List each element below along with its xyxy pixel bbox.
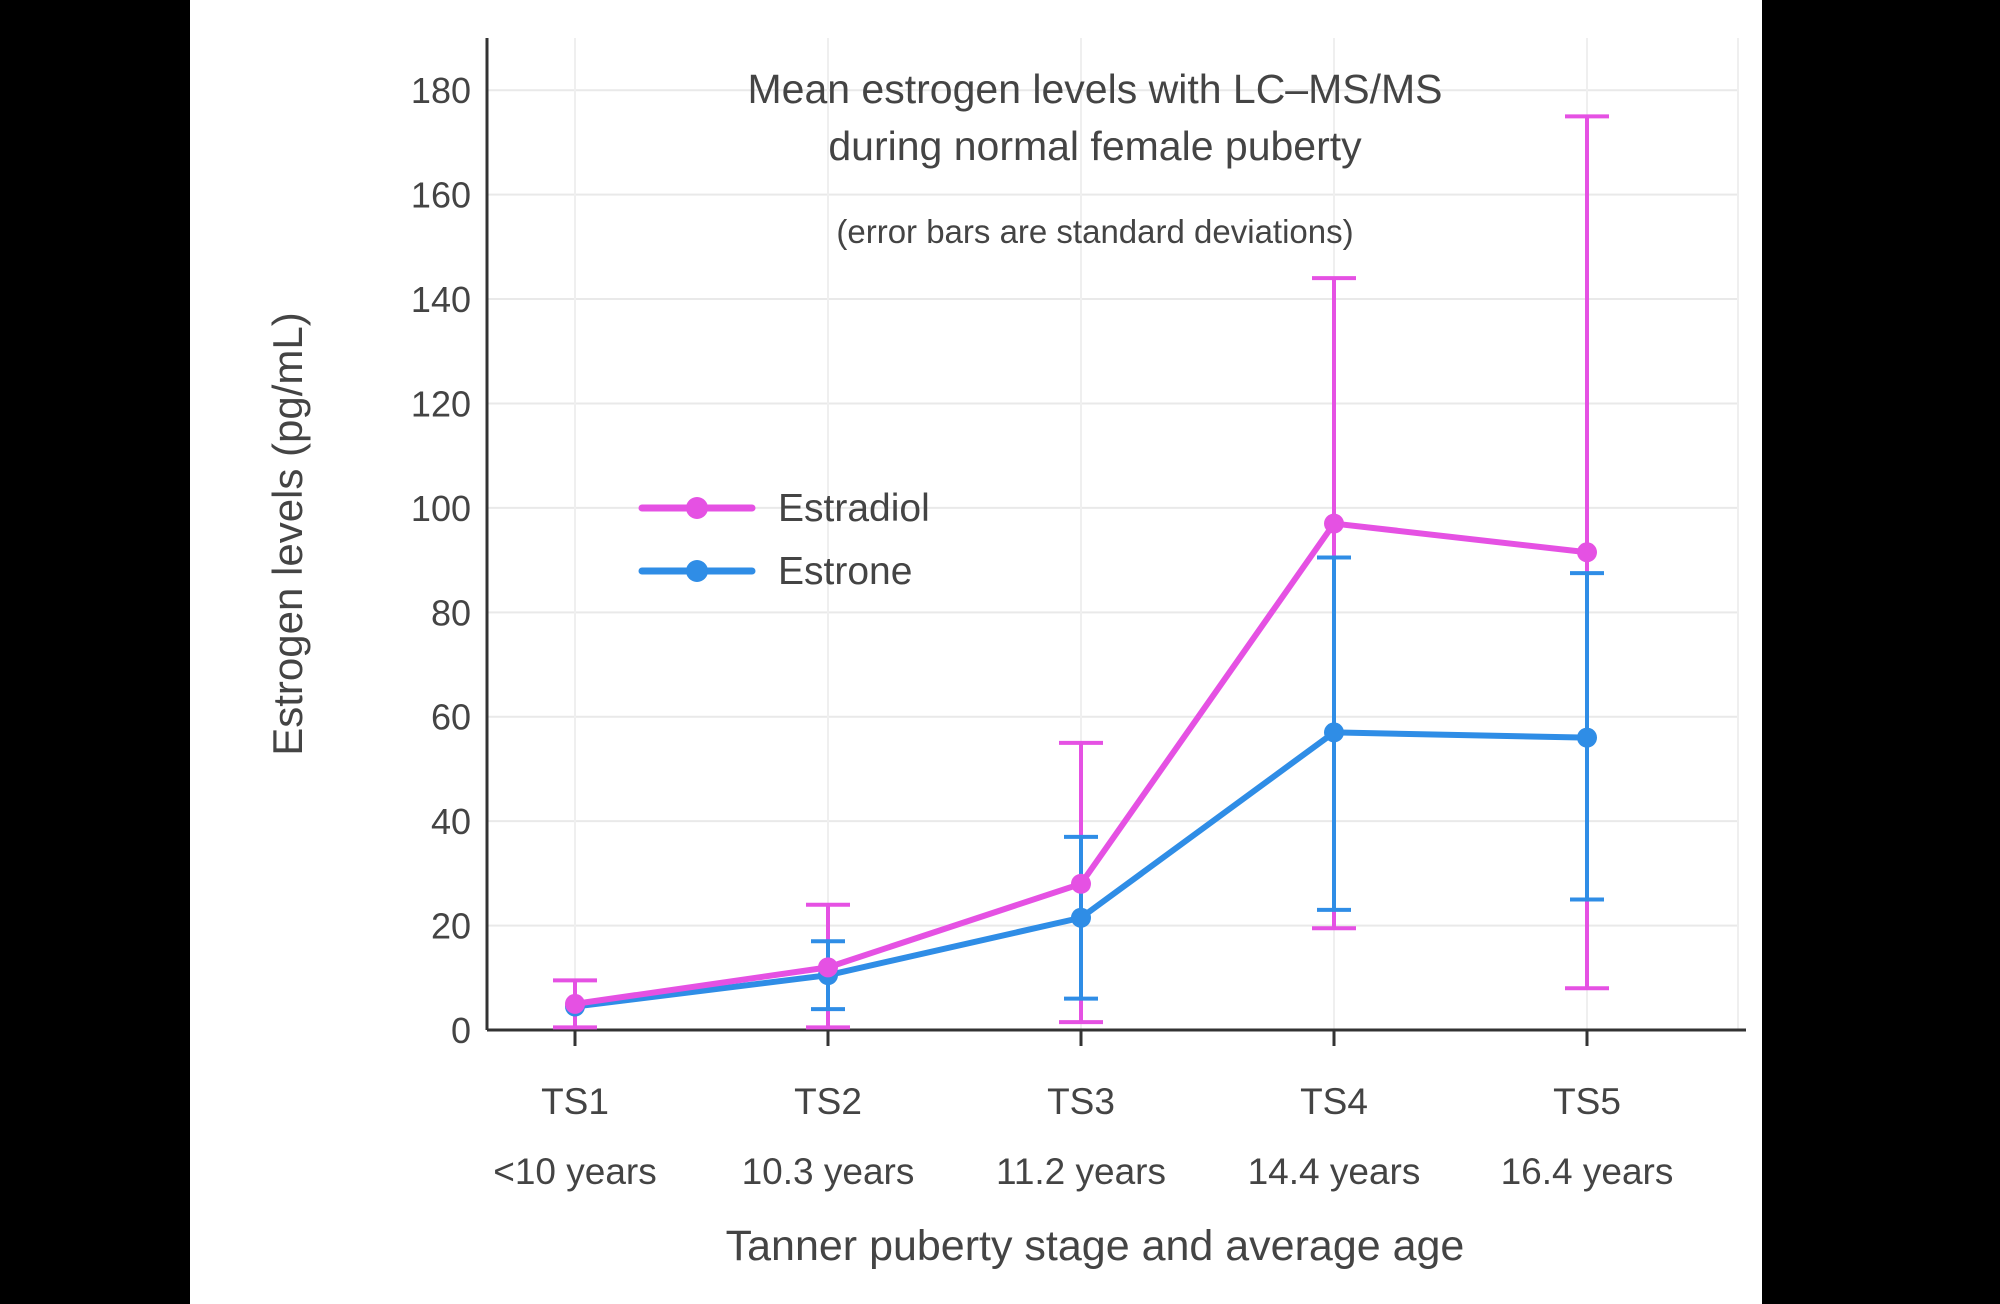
data-point-estradiol xyxy=(1577,542,1597,563)
y-tick-label: 0 xyxy=(451,1010,471,1051)
series-lines xyxy=(565,513,1597,1017)
x-tick-label: TS1 xyxy=(541,1081,609,1122)
y-tick-label: 140 xyxy=(411,279,471,320)
data-point-estrone xyxy=(1071,907,1091,928)
x-tick-sublabel: <10 years xyxy=(493,1151,657,1192)
x-tick-sublabel: 14.4 years xyxy=(1248,1151,1421,1192)
x-tick-sublabel: 10.3 years xyxy=(742,1151,915,1192)
y-tick-label: 160 xyxy=(411,175,471,216)
x-tick-sublabel: 16.4 years xyxy=(1501,1151,1674,1192)
line-chart: 0 20 40 60 80 100 120 140 160 180 TS1 TS2 TS3 TS4 TS5 <… xyxy=(264,38,1746,1270)
legend-label-estrone: Estrone xyxy=(778,550,912,593)
y-tick-label: 60 xyxy=(431,697,471,738)
data-point-estradiol xyxy=(818,957,838,978)
y-tick-label: 100 xyxy=(411,488,471,529)
gridlines xyxy=(487,38,1739,1030)
data-point-estrone xyxy=(1324,722,1344,743)
x-tick-label: TS3 xyxy=(1047,1081,1115,1122)
y-axis-title: Estrogen levels (pg/mL) xyxy=(264,312,311,756)
x-tick-label: TS4 xyxy=(1300,1081,1368,1122)
chart-title-line-2: during normal female puberty xyxy=(828,123,1362,169)
chart-title-line-1: Mean estrogen levels with LC–MS/MS xyxy=(747,66,1442,112)
letterbox-left xyxy=(0,0,190,1304)
x-tick-sublabel: 11.2 years xyxy=(996,1151,1166,1192)
x-axis-title: Tanner puberty stage and average age xyxy=(726,1222,1465,1270)
legend: Estradiol Estrone xyxy=(638,487,930,593)
legend-item-estradiol[interactable]: Estradiol xyxy=(638,487,930,530)
legend-label-estradiol: Estradiol xyxy=(778,487,930,530)
chart-panel: 0 20 40 60 80 100 120 140 160 180 TS1 TS2 TS3 TS4 TS5 <… xyxy=(190,0,1762,1304)
letterbox-right xyxy=(1762,0,2000,1304)
y-tick-label: 20 xyxy=(431,906,471,947)
tick-labels: 0 20 40 60 80 100 120 140 160 180 TS1 TS2 TS3 TS4 TS5 <… xyxy=(411,70,1673,1192)
y-tick-label: 180 xyxy=(411,70,471,111)
legend-marker-estrone xyxy=(686,560,708,582)
legend-item-estrone[interactable]: Estrone xyxy=(638,550,912,593)
data-point-estradiol xyxy=(1071,873,1091,894)
x-tick-label: TS2 xyxy=(794,1081,862,1122)
y-tick-label: 80 xyxy=(431,592,471,633)
data-point-estrone xyxy=(1577,727,1597,748)
x-tick-label: TS5 xyxy=(1553,1081,1621,1122)
data-point-estradiol xyxy=(565,993,585,1014)
y-tick-label: 40 xyxy=(431,801,471,842)
chart-subtitle: (error bars are standard deviations) xyxy=(836,213,1353,250)
legend-marker-estradiol xyxy=(686,497,708,519)
axes xyxy=(485,38,1746,1046)
y-tick-label: 120 xyxy=(411,383,471,424)
data-point-estradiol xyxy=(1324,513,1344,534)
